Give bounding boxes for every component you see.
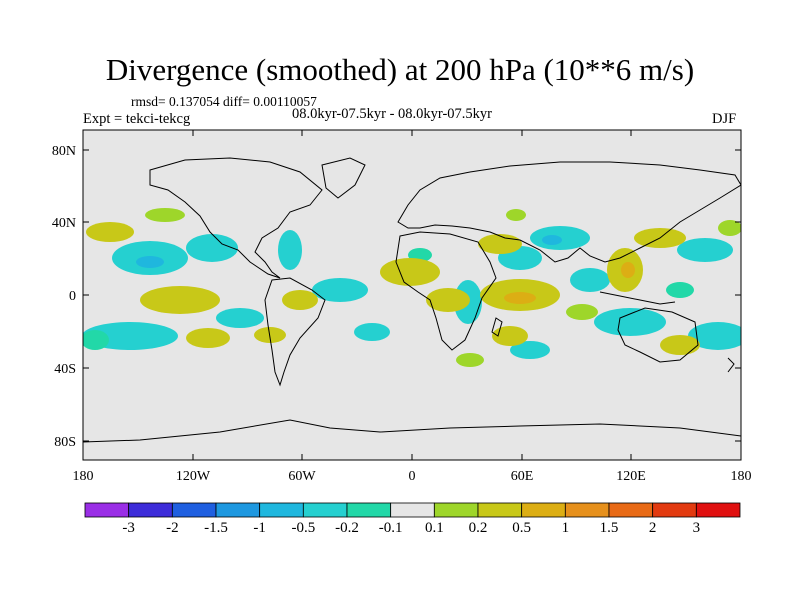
y-axis-labels: 80N 40N 0 40S 80S: [52, 144, 76, 450]
weak-negative-anomaly-patch: [83, 330, 109, 350]
colorbar-label: -2: [166, 520, 179, 536]
australia-coast: [617, 307, 699, 363]
colorbar-swatch: [302, 502, 348, 518]
weak-positive-anomaly-patch: [566, 304, 598, 320]
colorbar-swatch: [84, 502, 130, 518]
colorbar-swatch: [477, 502, 523, 518]
north-america-coast: [149, 157, 323, 279]
plot-title: Divergence (smoothed) at 200 hPa (10**6 …: [105, 52, 695, 87]
colorbar-label: 0.5: [512, 520, 531, 536]
colorbar-swatch: [521, 502, 566, 518]
strong-positive-anomaly-patch: [504, 292, 536, 304]
colorbar-label: 1: [562, 520, 570, 536]
weak-positive-anomaly-patch: [718, 220, 741, 236]
positive-anomaly-patch: [140, 286, 220, 314]
negative-anomaly-patch: [278, 230, 302, 270]
strong-negative-anomaly-patch: [136, 256, 164, 268]
weak-positive-anomaly-patch: [145, 208, 185, 222]
colorbar-swatch: [652, 502, 697, 518]
x-tick-label: 120E: [616, 469, 646, 484]
x-tick-label: 0: [409, 469, 416, 484]
colorbar-label: -0.5: [291, 520, 315, 536]
colorbar-label: 1.5: [600, 520, 619, 536]
y-tick-label: 80N: [52, 144, 76, 159]
colorbar-label: -0.2: [335, 520, 359, 536]
colorbar-swatch: [215, 502, 261, 518]
y-tick-label: 40N: [52, 216, 76, 231]
colorbar-label: -1: [253, 520, 266, 536]
south-america-coast: [264, 277, 326, 387]
x-axis-labels: 180 120W 60W 0 60E 120E 180: [73, 469, 752, 484]
negative-anomaly-patch: [186, 234, 238, 262]
eurasia-coast: [397, 161, 741, 263]
x-tick-label: 120W: [176, 469, 211, 484]
x-tick-label: 60W: [288, 469, 316, 484]
colorbar-label: -3: [122, 520, 135, 536]
positive-anomaly-patch: [478, 234, 522, 254]
positive-anomaly-patch: [282, 290, 318, 310]
negative-anomaly-patch: [594, 308, 666, 336]
colorbar-label: 3: [693, 520, 701, 536]
coastlines: [83, 157, 741, 443]
colorbar-swatch: [564, 502, 610, 518]
colorbar-swatch: [695, 502, 741, 518]
weak-negative-anomaly-patch: [666, 282, 694, 298]
indonesia-coast: [599, 291, 676, 305]
new-zealand-coast: [727, 357, 735, 373]
positive-anomaly-patch: [660, 335, 700, 355]
antarctica-coast: [83, 419, 741, 443]
divergence-field: [83, 208, 741, 367]
weak-positive-anomaly-patch: [456, 353, 484, 367]
colorbar-swatch: [259, 502, 304, 518]
y-tick-label: 80S: [54, 435, 76, 450]
colorbar-labels: -3 -2 -1.5 -1 -0.5 -0.2 -0.1 0.1 0.2 0.5 1 1.5 2 3: [122, 520, 700, 536]
madagascar-coast: [491, 317, 503, 337]
period-label: 08.0kyr-07.5kyr - 08.0kyr-07.5kyr: [292, 106, 492, 122]
y-tick-label: 40S: [54, 362, 76, 377]
x-tick-label: 180: [73, 469, 94, 484]
colorbar-label: 0.2: [469, 520, 488, 536]
colorbar-label: 0.1: [425, 520, 444, 536]
colorbar-swatch: [433, 502, 479, 518]
africa-coast: [395, 231, 497, 351]
negative-anomaly-patch: [510, 341, 550, 359]
negative-anomaly-patch: [570, 268, 610, 292]
experiment-label: Expt = tekci-tekcg: [83, 111, 191, 127]
x-tick-label: 60E: [511, 469, 534, 484]
positive-anomaly-patch: [86, 222, 134, 242]
strong-negative-anomaly-patch: [542, 235, 562, 245]
positive-anomaly-patch: [426, 288, 470, 312]
colorbar-label: -0.1: [379, 520, 403, 536]
x-tick-label: 180: [731, 469, 752, 484]
y-tick-label: 0: [69, 289, 76, 304]
colorbar-swatch: [171, 502, 217, 518]
weak-positive-anomaly-patch: [506, 209, 526, 221]
negative-anomaly-patch: [688, 322, 741, 350]
colorbar-label: 2: [649, 520, 657, 536]
negative-anomaly-patch: [354, 323, 390, 341]
colorbar-swatch: [608, 502, 654, 518]
negative-anomaly-patch: [677, 238, 733, 262]
axis-ticks: [82, 130, 742, 460]
positive-anomaly-patch: [492, 326, 528, 346]
season-label: DJF: [712, 111, 737, 127]
greenland-coast: [321, 157, 366, 199]
negative-anomaly-patch: [216, 308, 264, 328]
colorbar-swatch: [390, 502, 435, 518]
stats-line: rmsd= 0.137054 diff= 0.00110057: [131, 94, 317, 109]
positive-anomaly-patch: [186, 328, 230, 348]
strong-positive-anomaly-patch: [621, 262, 635, 278]
colorbar-swatch: [128, 502, 173, 518]
colorbar: [84, 502, 741, 518]
negative-anomaly-patch: [312, 278, 368, 302]
colorbar-label: -1.5: [204, 520, 228, 536]
colorbar-swatch: [346, 502, 392, 518]
positive-anomaly-patch: [380, 258, 440, 286]
